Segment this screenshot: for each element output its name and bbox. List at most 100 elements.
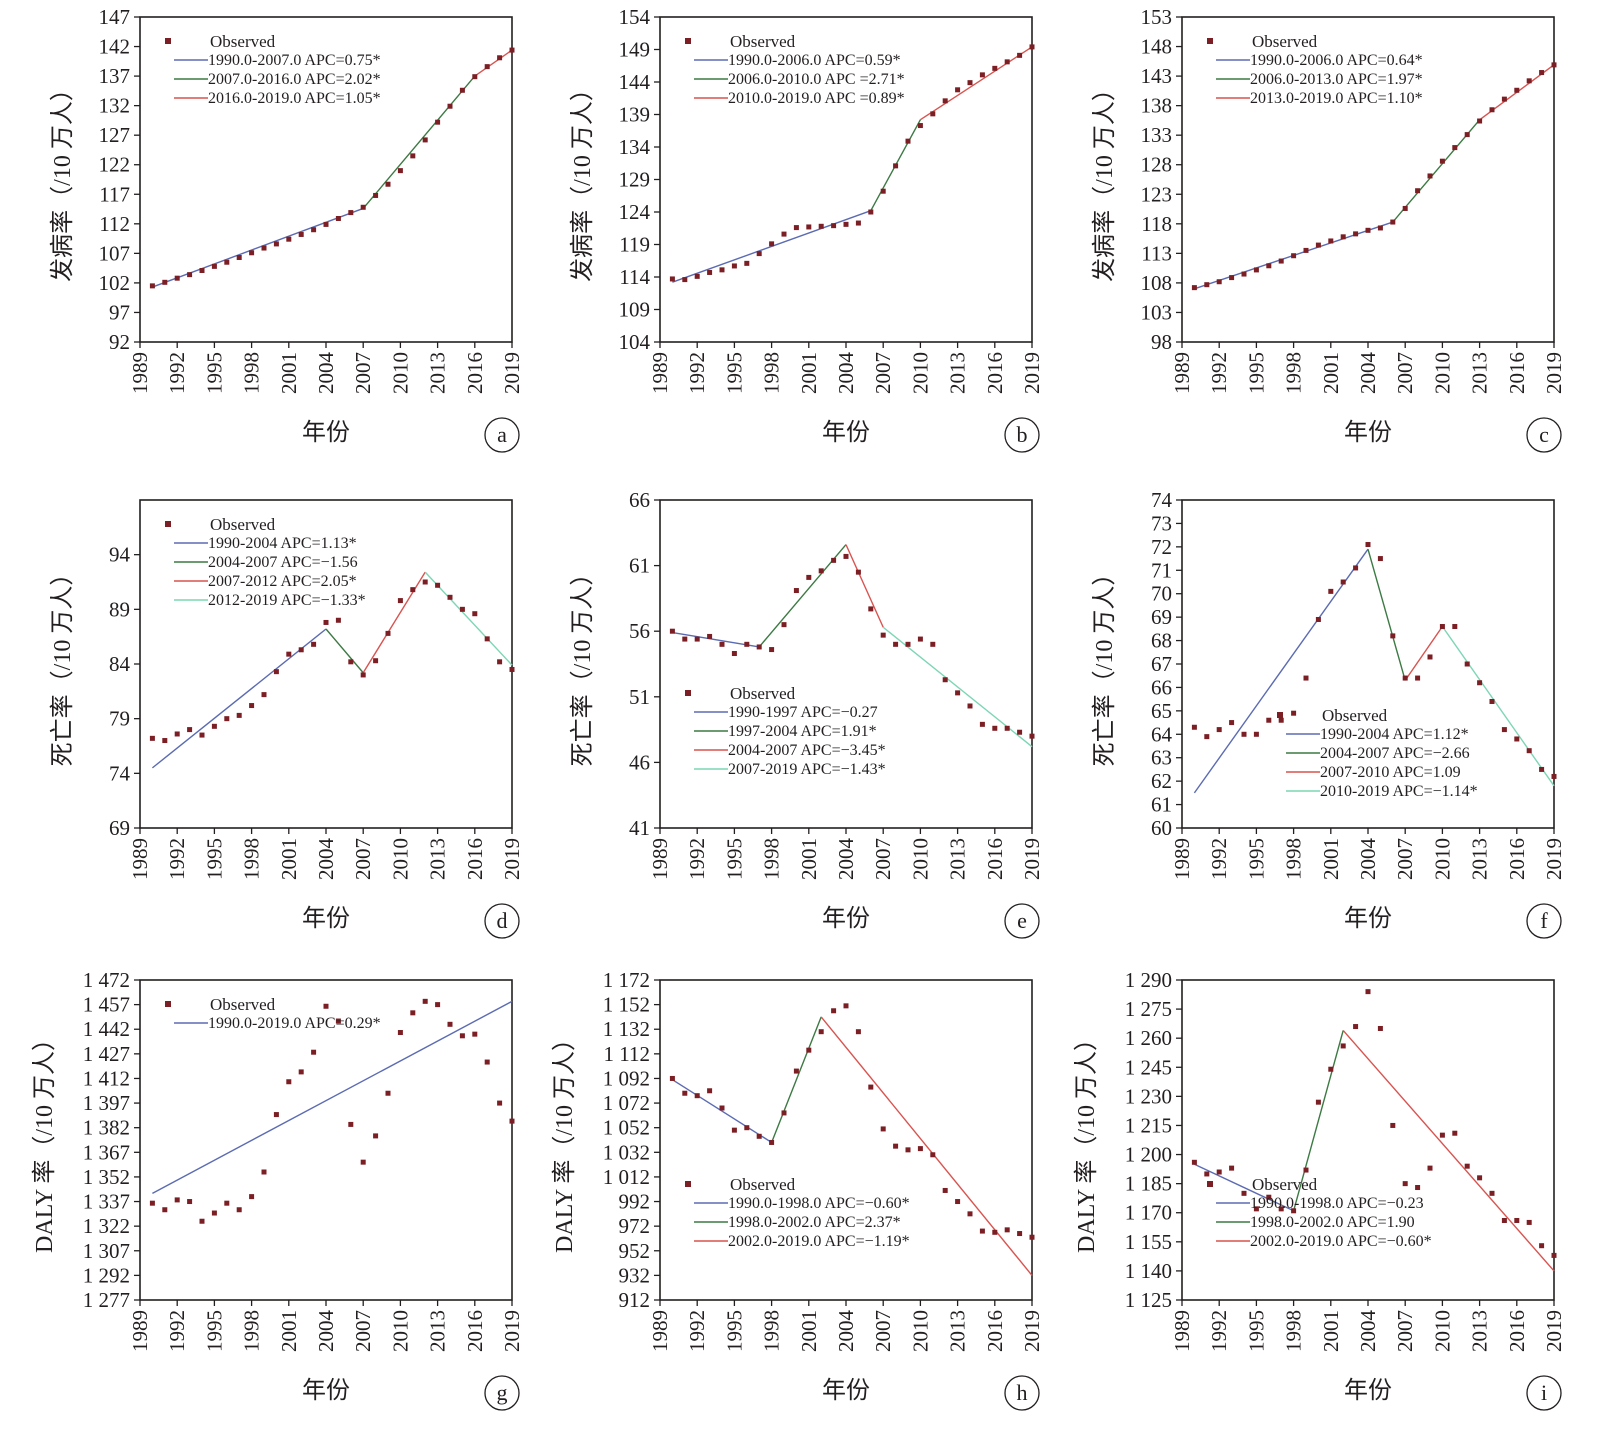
observed-point: [793, 1068, 799, 1074]
x-tick-label: 2019: [1020, 352, 1044, 394]
y-tick-label: 1 215: [1125, 1113, 1172, 1137]
observed-point: [905, 1147, 911, 1153]
panel-letter-circle: [484, 417, 520, 453]
y-tick-label: 1 322: [83, 1214, 130, 1238]
observed-point: [1439, 624, 1445, 630]
observed-point: [261, 692, 267, 698]
observed-point: [843, 221, 849, 227]
panel-letter: h: [1017, 1380, 1028, 1405]
observed-point: [187, 272, 193, 278]
y-axis-title: 死亡率（/10 万人）: [49, 562, 76, 767]
y-tick-label: 1 292: [83, 1263, 130, 1287]
legend-label: 1990.0-2006.0 APC=0.59*: [728, 52, 901, 69]
panel-letter-circle: [484, 903, 520, 939]
x-tick-label: 2019: [1542, 352, 1566, 394]
legend-label: Observed: [210, 995, 276, 1014]
x-tick-label: 2004: [1356, 1310, 1380, 1353]
x-tick-label: 2016: [983, 838, 1007, 880]
legend-label: 1998.0-2002.0 APC=1.90: [1250, 1214, 1415, 1231]
x-tick-label: 1995: [722, 352, 746, 394]
observed-point: [719, 641, 725, 647]
x-tick-label: 1995: [1244, 352, 1268, 394]
x-tick-label: 1989: [648, 1310, 672, 1352]
trend-segment-1: [151, 628, 327, 769]
legend-label: 2004-2007 APC=−2.66: [1320, 745, 1470, 762]
x-axis-title: 年份: [302, 1377, 350, 1404]
observed-point: [1526, 1219, 1532, 1225]
x-tick-label: 2016: [983, 352, 1007, 394]
panel-letter-circle: [484, 1375, 520, 1411]
observed-point: [1501, 1217, 1507, 1223]
observed-point: [1464, 132, 1470, 138]
x-tick-label: 1995: [1244, 838, 1268, 880]
observed-point: [967, 80, 973, 86]
observed-point: [744, 260, 750, 266]
observed-point: [719, 1105, 725, 1111]
observed-point: [831, 1008, 837, 1014]
x-tick-label: 2007: [351, 352, 375, 394]
y-tick-label: 932: [619, 1263, 651, 1287]
observed-point: [397, 1030, 403, 1036]
y-tick-label: 98: [1151, 330, 1172, 354]
observed-point: [1191, 1159, 1197, 1165]
observed-point: [1415, 188, 1421, 194]
observed-point: [1402, 205, 1408, 211]
x-tick-label: 2016: [1505, 352, 1529, 394]
y-tick-label: 63: [1151, 746, 1172, 770]
observed-point: [719, 267, 725, 273]
legend-label: 2004-2007 APC=−1.56: [208, 554, 358, 571]
observed-point: [769, 647, 775, 653]
x-tick-label: 2007: [871, 838, 895, 880]
observed-point: [1427, 173, 1433, 179]
observed-point: [162, 738, 168, 744]
observed-point: [360, 204, 366, 210]
observed-point: [323, 619, 329, 625]
observed-point: [893, 1143, 899, 1149]
x-tick-label: 1998: [1282, 1310, 1306, 1352]
observed-point: [1004, 59, 1010, 65]
observed-point: [149, 1200, 155, 1206]
observed-point: [1526, 78, 1532, 84]
observed-point: [793, 588, 799, 594]
observed-point: [806, 224, 812, 230]
x-tick-label: 2004: [314, 838, 338, 881]
observed-point: [311, 641, 317, 647]
observed-point: [1489, 698, 1495, 704]
x-tick-label: 2004: [1356, 352, 1380, 395]
x-tick-label: 1992: [685, 838, 709, 880]
observed-point: [1464, 661, 1470, 667]
observed-point: [1029, 44, 1035, 50]
observed-point: [1291, 1208, 1297, 1214]
observed-point: [707, 633, 713, 639]
x-tick-label: 1998: [760, 352, 784, 394]
legend-observed-marker: [685, 38, 691, 44]
observed-point: [955, 1199, 961, 1205]
observed-point: [1439, 1132, 1445, 1138]
observed-point: [224, 716, 230, 722]
y-tick-label: 74: [109, 761, 131, 785]
x-tick-label: 2001: [277, 1310, 301, 1352]
x-tick-label: 2001: [1319, 1310, 1343, 1352]
x-tick-label: 1995: [1244, 1310, 1268, 1352]
y-tick-label: 127: [99, 123, 131, 147]
y-tick-label: 1 032: [603, 1140, 650, 1164]
trend-segment-1: [672, 1079, 772, 1144]
y-tick-label: 112: [99, 212, 130, 236]
legend-label: 2013.0-2019.0 APC=1.10*: [1250, 90, 1423, 107]
observed-point: [905, 641, 911, 647]
legend-observed-marker: [685, 1181, 691, 1187]
observed-point: [682, 277, 688, 283]
legend-observed-marker: [165, 521, 171, 527]
legend-label: 2006.0-2013.0 APC=1.97*: [1250, 71, 1423, 88]
observed-point: [744, 1125, 750, 1131]
observed-point: [323, 221, 329, 227]
observed-point: [1365, 989, 1371, 995]
observed-point: [1229, 720, 1235, 726]
observed-point: [669, 628, 675, 634]
y-tick-label: 992: [619, 1190, 651, 1214]
y-tick-label: 73: [1151, 511, 1172, 535]
observed-point: [1526, 748, 1532, 754]
